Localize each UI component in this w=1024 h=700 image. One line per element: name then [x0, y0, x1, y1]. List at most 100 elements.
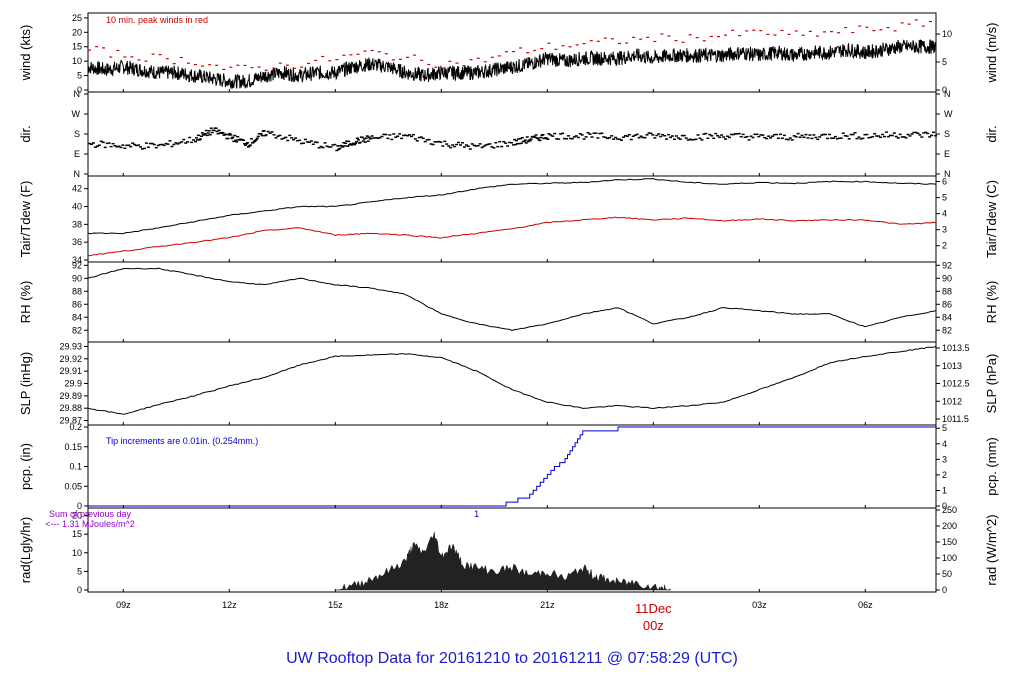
panel-1-series-0-point [584, 136, 588, 138]
panel-1-series-0-point [460, 142, 464, 144]
panel-1-series-0-point [680, 134, 684, 137]
panel-1-series-0-point [653, 137, 657, 139]
panel-1-series-0-point [649, 132, 653, 135]
panel-1-series-0-point [474, 145, 478, 147]
panel-1-frame [87, 91, 937, 177]
panel-5-ytick-right-label: 1 [942, 485, 947, 495]
panel-1-series-0-point [559, 133, 563, 135]
panel-1-series-0-point [243, 143, 247, 145]
panel-0-ytick-label: 0 [77, 85, 82, 95]
panel-1-series-0-point [833, 135, 837, 138]
panel-1-series-0-point [447, 145, 451, 147]
panel-1-series-0-point [500, 145, 504, 148]
panel-1-series-0-point [590, 136, 594, 138]
panel-1-series-0-point [692, 138, 696, 141]
panel-1-series-0-point [588, 133, 592, 135]
panel-0-ytick-label: 5 [77, 71, 82, 81]
panel-1-series-0-point [129, 145, 133, 148]
panel-1-series-0-point [384, 133, 388, 136]
panel-1-series-0-point [251, 141, 255, 144]
panel-1-series-0-point [619, 139, 623, 141]
panel-1-ytick-label: N [74, 89, 81, 99]
panel-1-series-0-point [733, 133, 737, 135]
panel-1-series-0-point [859, 138, 863, 140]
panel-0-ytick-label: 10 [72, 56, 82, 66]
panel-1-series-0-point [643, 136, 647, 139]
panel-1-series-0-point [592, 132, 596, 134]
panel-1-series-0-point [200, 132, 204, 134]
panel-2-ytick-right-label: 5 [942, 193, 947, 203]
panel-1-series-0-point [546, 138, 550, 141]
panel-1-series-0-point [123, 147, 127, 150]
panel-5-ytick-label: 0.05 [64, 481, 82, 491]
panel-1-series-0-point [207, 130, 211, 132]
panel-1-series-0-point [154, 146, 158, 149]
panel-1-series-0-point [788, 137, 792, 139]
panel-1-series-0-point [851, 133, 855, 136]
panel-1-series-0-point [492, 147, 496, 149]
panel-1-series-0-point [520, 136, 524, 139]
panel-1-series-0-point [684, 137, 688, 139]
panel-1-series-0-point [759, 134, 763, 136]
panel-1-series-0-point [596, 137, 600, 139]
panel-1-series-0-point [731, 133, 735, 136]
panel-1-series-0-point [141, 148, 144, 150]
panel-0-series-0-line [87, 39, 937, 89]
panel-1-series-0-point [176, 143, 180, 145]
xtick-label: 21z [540, 600, 555, 610]
panel-1-series-0-point [900, 136, 904, 138]
panel-1-series-0-point [816, 138, 820, 141]
panel-1-series-0-point [541, 133, 545, 136]
panel-1-series-0-point [892, 132, 896, 134]
panel-1-series-0-point [651, 134, 655, 136]
panel-1-series-0-point [335, 149, 339, 152]
panel-2-ytick-label: 34 [72, 255, 82, 265]
panel-1-series-0-point [669, 136, 673, 139]
panel-0-ylabel: wind (kts) [18, 25, 33, 82]
panel-1-series-0-point [826, 137, 830, 140]
panel-1-series-0-point [115, 146, 119, 148]
panel-1-series-0-point [246, 141, 250, 144]
panel-1-series-0-point [633, 134, 637, 137]
panel-1-series-0-point [780, 137, 784, 140]
panel-1-series-0-point [209, 127, 213, 129]
panel-1-series-0-point [877, 135, 881, 137]
panel-1-series-0-point [419, 136, 423, 138]
panel-1-series-0-point [268, 132, 272, 134]
panel-1-series-0-point [119, 146, 123, 149]
panel-1-series-0-point [221, 131, 225, 134]
panel-0-ylabel-right: wind (m/s) [984, 23, 999, 84]
panel-1-series-0-point [582, 138, 586, 140]
panel-1-series-0-point [529, 138, 533, 140]
panel-1-series-0-point [586, 131, 590, 134]
panel-3-series-0-line [87, 267, 937, 332]
panel-1-series-0-point [843, 135, 847, 137]
panel-1-series-0-point [449, 146, 453, 149]
panel-1-series-0-point [202, 134, 206, 136]
panel-1-series-0-point [305, 141, 309, 143]
panel-1-series-0-point [111, 142, 115, 145]
panel-4-ytick-label: 29.93 [59, 341, 82, 351]
panel-1-series-0-point [902, 136, 906, 138]
panel-1-series-0-point [262, 129, 266, 132]
panel-6-ytick-label: 10 [72, 548, 82, 558]
panel-1-series-0-point [294, 137, 298, 139]
panel-2-ytick-right-label: 6 [942, 177, 947, 187]
panel-5-ytick-right-label: 4 [942, 439, 947, 449]
panel-1-series-0-point [421, 137, 425, 140]
panel-1-series-0-point [282, 137, 286, 140]
panel-1-ytick-label: N [74, 169, 81, 179]
panel-1-series-0-point [178, 142, 182, 144]
panel-1-series-0-point [253, 139, 257, 142]
panel-1-series-0-point [148, 142, 152, 145]
panel-1-series-0-point [172, 143, 176, 146]
panel-1-series-0-point [103, 146, 107, 149]
panel-1-series-0-point [886, 135, 890, 138]
panel-1-series-0-point [716, 134, 720, 137]
panel-3-ytick-right-label: 82 [942, 325, 952, 335]
panel-1-series-0-point [904, 137, 908, 139]
panel-1-series-0-point [259, 133, 263, 135]
panel-1-series-0-point [292, 138, 296, 141]
panel-1-series-0-point [576, 136, 580, 139]
panel-2-ylabel: Tair/Tdew (F) [18, 181, 33, 258]
